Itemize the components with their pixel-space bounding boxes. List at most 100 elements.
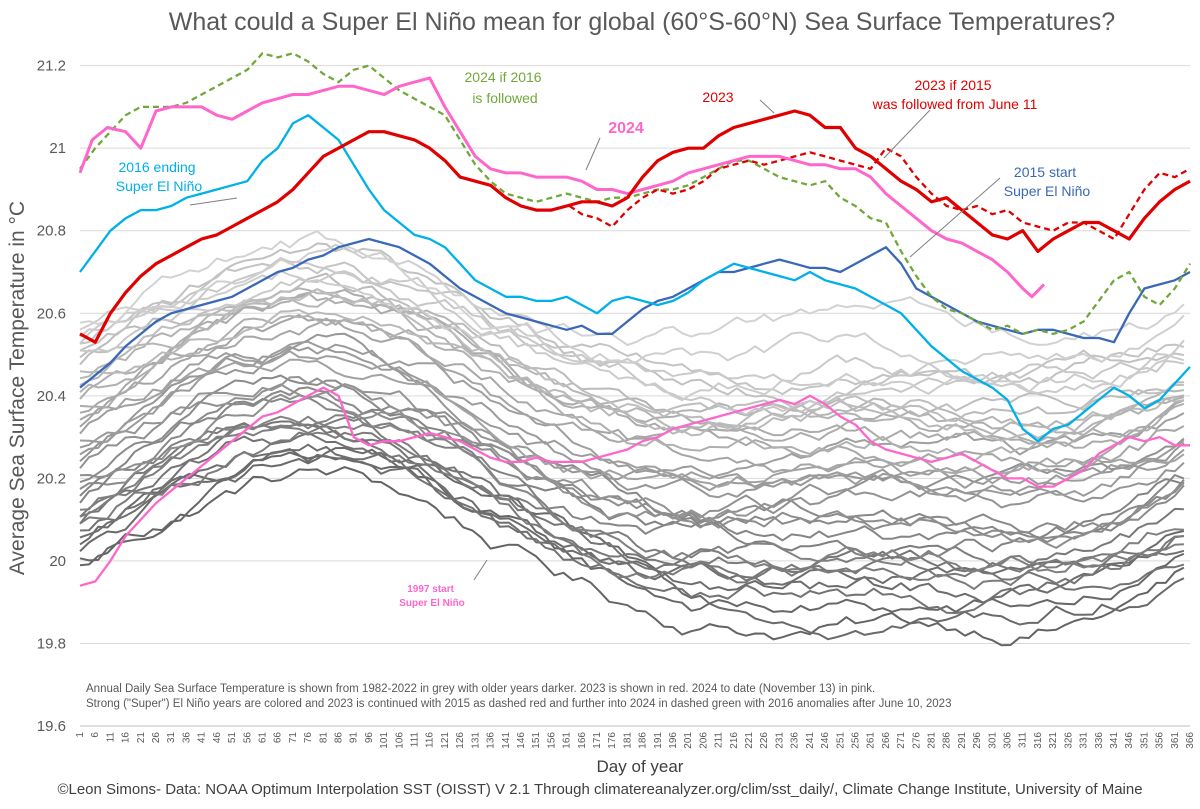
x-tick-label: 191 [653, 732, 664, 749]
x-axis-label: Day of year [597, 757, 684, 776]
grey-year-line [79, 294, 1185, 434]
grey-year-line [79, 376, 1185, 523]
y-tick-label: 19.6 [37, 718, 66, 735]
x-tick-label: 206 [698, 732, 709, 749]
x-tick-label: 36 [181, 732, 192, 744]
y-tick-label: 20.8 [37, 223, 66, 240]
x-tick-label: 126 [455, 732, 466, 749]
annotation-2015-line-2: Super El Niño [1004, 183, 1091, 199]
annotation-2024: 2024 [608, 120, 644, 137]
x-tick-label: 266 [881, 732, 892, 749]
grey-year-line [79, 287, 1185, 436]
x-tick-label: 26 [151, 732, 162, 744]
y-tick-label: 20.6 [37, 305, 66, 322]
x-tick-label: 296 [972, 732, 983, 749]
series-line [79, 237, 1191, 389]
y-tick-label: 21 [49, 140, 66, 157]
y-tick-label: 20.2 [37, 470, 66, 487]
x-tick-label: 221 [744, 732, 755, 749]
x-tick-label: 336 [1094, 732, 1105, 749]
annotation-2024-if-2016-line-1: 2024 if 2016 [465, 69, 542, 85]
annotation-2015-line-1: 2015 start [1014, 164, 1076, 180]
grey-year-line [79, 443, 1185, 586]
x-tick-label: 66 [273, 732, 284, 744]
y-tick-label: 21.2 [37, 58, 66, 75]
x-tick-label: 1 [75, 732, 86, 738]
grey-year-line [79, 314, 1185, 462]
x-tick-label: 261 [866, 732, 877, 749]
leader-line [585, 137, 601, 171]
grey-year-line [79, 272, 1184, 429]
x-tick-label: 11 [105, 732, 116, 743]
x-tick-label: 351 [1139, 732, 1150, 749]
leader-line [759, 99, 775, 114]
annotation-1997-line-2: Super El Niño [399, 598, 465, 609]
annotation-2016-line-1: 2016 ending [119, 159, 196, 175]
x-tick-label: 211 [714, 732, 725, 748]
grey-year-line [79, 243, 1185, 366]
series-line [79, 52, 1191, 336]
x-tick-label: 196 [668, 732, 679, 749]
x-tick-label: 231 [774, 732, 785, 749]
x-tick-label: 176 [607, 732, 618, 749]
x-tick-label: 51 [227, 732, 238, 744]
annotation-2015: 2015 start Super El Niño [1004, 164, 1091, 199]
leader-line [189, 197, 238, 206]
grey-year-line [79, 416, 1184, 573]
grey-year-line [79, 432, 1185, 614]
x-tick-label: 306 [1003, 732, 1014, 749]
x-tick-label: 331 [1079, 732, 1090, 749]
series-line [79, 386, 1190, 587]
x-tick-label: 236 [790, 732, 801, 749]
x-tick-label: 171 [592, 732, 603, 749]
x-tick-label: 131 [470, 732, 481, 749]
x-tick-label: 316 [1033, 732, 1044, 749]
annotation-2023-if-2015-line-2: was followed from June 11 [872, 96, 1038, 112]
x-tick-label: 141 [501, 732, 512, 749]
x-tick-label: 86 [333, 732, 344, 744]
x-tick-label: 111 [410, 732, 421, 748]
annotation-2023-if-2015: 2023 if 2015 was followed from June 11 [872, 77, 1038, 112]
x-tick-label: 326 [1063, 732, 1074, 749]
y-tick-labels: 19.6 19.8 20 20.2 20.4 20.6 20.8 21 21.2 [37, 58, 66, 735]
series-line [78, 76, 1046, 299]
chart-note-2: Strong ("Super") El Niño years are color… [86, 698, 951, 710]
x-tick-label: 286 [942, 732, 953, 749]
annotation-2023: 2023 [702, 89, 733, 105]
chart-title: What could a Super El Niño mean for glob… [169, 8, 1115, 36]
x-tick-label: 256 [850, 732, 861, 749]
x-tick-label: 201 [683, 732, 694, 749]
x-tick-label: 46 [212, 732, 223, 744]
x-tick-label: 216 [729, 732, 740, 749]
x-tick-label: 81 [318, 732, 329, 744]
leader-line [883, 109, 931, 159]
x-tick-label: 251 [835, 732, 846, 749]
x-tick-label: 71 [288, 732, 299, 744]
x-tick-label: 271 [896, 732, 907, 749]
x-tick-label: 341 [1109, 732, 1120, 749]
x-tick-label: 151 [531, 732, 542, 749]
x-tick-label: 61 [257, 732, 268, 744]
x-tick-label: 241 [805, 732, 816, 749]
x-tick-label: 136 [486, 732, 497, 749]
grey-year-line [79, 386, 1185, 540]
highlighted-series [78, 52, 1191, 587]
annotation-2023-if-2015-line-1: 2023 if 2015 [915, 77, 992, 93]
y-axis-label: Average Sea Surface Temperature in °C [6, 201, 29, 575]
y-tick-label: 20.4 [37, 388, 66, 405]
x-tick-label: 276 [911, 732, 922, 749]
x-tick-label: 366 [1185, 732, 1196, 749]
series-line [79, 109, 1191, 344]
x-tick-label: 116 [425, 732, 436, 748]
y-tick-label: 20 [49, 553, 66, 570]
x-tick-label: 346 [1124, 732, 1135, 749]
annotation-2016-line-2: Super El Niño [116, 178, 203, 194]
chart-footer: ©Leon Simons- Data: NOAA Optimum Interpo… [57, 781, 1142, 798]
x-tick-label: 166 [577, 732, 588, 749]
annotation-2024-if-2016-line-2: is followed [472, 90, 537, 106]
x-tick-label: 246 [820, 732, 831, 749]
annotation-1997: 1997 start Super El Niño [399, 584, 465, 609]
x-tick-label: 291 [957, 732, 968, 749]
x-tick-label: 41 [197, 732, 208, 744]
annotation-1997-line-1: 1997 start [407, 584, 454, 595]
